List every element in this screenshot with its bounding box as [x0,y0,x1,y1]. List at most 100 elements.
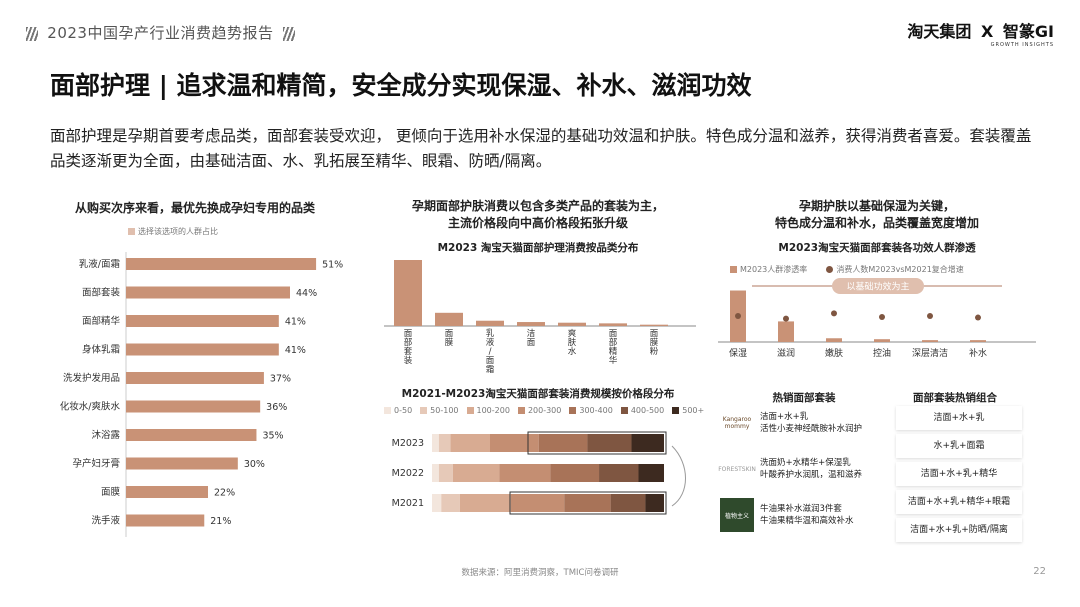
data-label: 44% [296,288,317,299]
page-number: 22 [1033,566,1046,577]
hot-sets-list: Kangaroo mommy 洁面+水+乳 活性小麦神经酰胺补水润护 FORES… [718,406,880,532]
right-panel-title: 孕期护肤以基础保湿为关键， 特色成分温和补水，品类覆盖宽度增加 [712,198,1042,232]
hot-set-line1: 洁面+水+乳 [760,412,809,422]
stack-segment [499,464,551,482]
category-label: 保湿 [729,347,747,359]
category-label: 乳液/面霜 [486,328,495,374]
category-label: 洗发护发用品 [63,372,120,384]
intro-paragraph: 面部护理是孕期首要考虑品类，面部套装受欢迎， 更倾向于选用补水保湿的基础功效温和… [50,127,1032,170]
bar [476,320,504,326]
category-label: 面部精华 [609,329,618,366]
category-label: 深层清洁 [912,347,948,359]
category-label: 乳液/面霜 [79,258,120,270]
price-chart-title: M2021-M2023淘宝天猫面部套装消费规模按价格段分布 [401,388,675,400]
hot-set-line1: 牛油果补水滋润3件套 [760,504,842,514]
left-legend-label: 选择该选项的人群占比 [138,227,218,236]
stack-segment [510,494,565,512]
stack-segment [587,434,632,452]
growth-dot [879,314,885,321]
bar [826,338,842,342]
category-label: 控油 [873,347,891,359]
stack-segment [432,464,439,482]
combo-item: 洁面+水+乳+精华+眼霜 [896,490,1022,514]
slash-decoration-icon [26,26,38,41]
legend-dot [826,266,834,273]
data-label: 51% [322,260,343,271]
legend-swatch [420,407,428,414]
brand-sub: GROWTH INSIGHTS [990,42,1054,48]
stack-segment [610,494,646,512]
data-label: 30% [244,459,265,470]
plant-logo-icon: 植物主义 [720,498,754,532]
bar [435,312,463,326]
legend-label: 0-50 [394,406,413,415]
efficacy-legend-2: 消费人数M2023vsM2021复合增速 [836,265,964,274]
bar [126,372,264,384]
legend-label: 500+ [682,406,705,415]
hot-sets-title: 热销面部套装 [772,392,836,404]
efficacy-legend: M2023人群渗透率 消费人数M2023vsM2021复合增速 [730,264,964,275]
legend-swatch [517,407,525,414]
bar [126,343,279,356]
highlight-box [509,491,667,515]
category-bar-chart: 面部套装 面膜 乳液/面霜 洁面 爽肤水 面部精华 面膜粉 [384,260,696,374]
category-label: 面部套装 [404,329,413,366]
data-label: 35% [262,431,283,442]
kangaroo-logo-icon: Kangaroo mommy [722,416,752,430]
category-label: 面膜 [101,487,121,498]
category-label: M2022 [392,468,424,479]
middle-title-line1: 孕期面部护肤消费以包含多类产品的套装为主， [411,199,664,213]
bar [126,315,279,327]
legend-swatch [466,407,474,414]
stack-segment [438,434,451,452]
growth-dot [975,314,981,321]
data-source: 数据来源：阿里消费洞察，TMIC问卷调研 [461,568,619,578]
left-chart-legend: 选择该选项的人群占比 [128,226,218,237]
category-chart-title: M2023 淘宝天猫面部护理消费按品类分布 [437,242,639,254]
brand-taotian: 淘天集团 [907,22,972,41]
stack-segment [452,464,500,482]
bar [126,486,208,498]
bar [970,340,986,342]
brand-gi: 智篆GI [1002,22,1054,41]
stack-segment [631,434,664,452]
left-hbar-chart: 乳液/面霜 51% 面部套装 44% 面部精华 41% 身体乳霜 41% 洗发护发用品 37% 化妆… [60,252,343,537]
category-label: 嫩肤 [825,347,843,359]
hot-set-line2: 牛油果精华温和高效补水 [760,516,854,526]
price-stacked-chart: M2023 M2022 M2021 [392,431,686,515]
combo-item: 洁面+水+乳 [896,406,1022,430]
category-label: M2021 [392,498,424,509]
category-label: 面膜 [445,329,454,348]
legend-label: 200-300 [527,406,562,415]
combos-title: 面部套装热销组合 [913,392,997,404]
bar [640,324,668,326]
stack-segment [450,434,490,452]
bar [126,286,290,299]
hot-set-line2: 活性小麦神经酰胺补水润护 [760,424,863,434]
category-label: 面部套装 [82,287,121,299]
legend-label: 300-400 [579,406,613,415]
legend-swatch [730,266,737,273]
data-label: 41% [285,317,306,328]
stack-segment [490,434,539,452]
combo-list: 洁面+水+乳 水+乳+面霜 洁面+水+乳+精华 洁面+水+乳+精华+眼霜 洁面+… [896,406,1022,542]
page-title: 面部护理 | 追求温和精简，安全成分实现保湿、补水、滋润功效 [50,71,752,100]
growth-dot [783,315,789,322]
stack-segment [438,464,453,482]
data-label: 37% [270,374,291,385]
bar [126,514,205,527]
highlight-box [527,431,667,455]
annotation-pill [832,278,924,294]
legend-swatch [569,407,577,414]
right-title-line1: 孕期护肤以基础保湿为关键， [798,199,955,213]
brand-x: X [980,22,994,41]
stack-segment [459,494,511,512]
stack-segment [638,464,664,482]
growth-dot [927,313,933,319]
hot-set-item: FORESTSKIN 洗面奶+水精华+保湿乳 叶酸养护水润肌，温和滋养 [718,452,880,486]
legend-label: 50-100 [430,406,459,415]
bar [874,339,890,342]
stack-segment [564,494,611,512]
efficacy-legend-1: M2023人群渗透率 [740,265,808,274]
category-label: 面膜粉 [650,329,659,357]
